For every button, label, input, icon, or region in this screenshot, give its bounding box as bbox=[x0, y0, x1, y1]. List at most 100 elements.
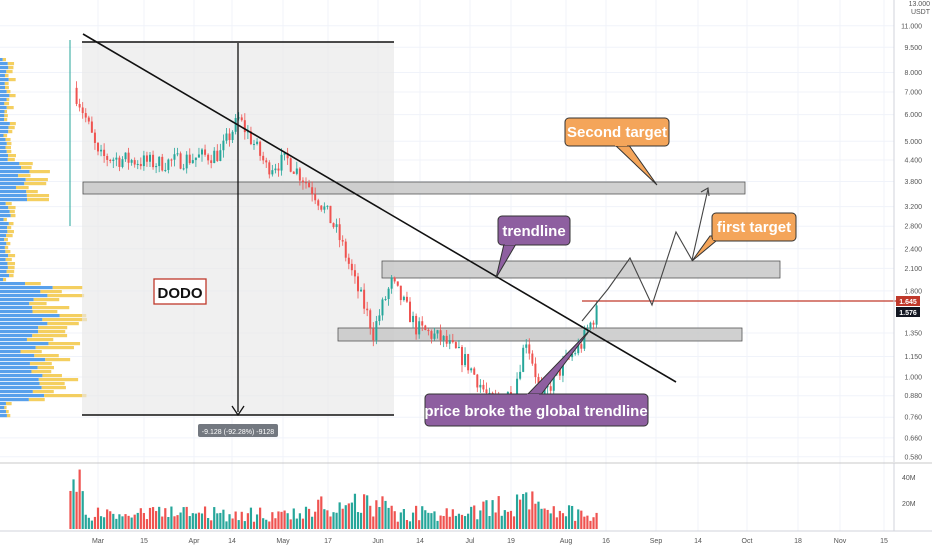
volume-profile-bar bbox=[0, 242, 7, 246]
target-price-badge-text: 1.645 bbox=[899, 299, 917, 306]
volume-profile-bar bbox=[8, 254, 16, 258]
candle-body bbox=[464, 354, 467, 366]
volume-bar bbox=[314, 511, 317, 529]
volume-profile-bar bbox=[0, 358, 46, 362]
candle-body bbox=[103, 149, 106, 157]
candle-body bbox=[583, 329, 586, 349]
volume-profile-bar bbox=[0, 382, 40, 386]
volume-profile bbox=[0, 58, 87, 418]
volume-bar bbox=[317, 499, 320, 529]
global-trendline[interactable] bbox=[82, 33, 677, 383]
volume-profile-bar bbox=[0, 82, 5, 86]
volume-profile-bar bbox=[0, 190, 27, 194]
volume-profile-bar bbox=[29, 362, 52, 366]
candle-body bbox=[436, 330, 439, 334]
volume-profile-bar bbox=[0, 154, 9, 158]
resistance-zone-top[interactable] bbox=[82, 181, 746, 195]
candle-body bbox=[482, 384, 485, 390]
volume-bar bbox=[84, 514, 87, 529]
volume-profile-bar bbox=[0, 310, 33, 314]
volume-profile-bar bbox=[42, 374, 62, 378]
candle-body bbox=[292, 171, 295, 174]
volume-profile-bar bbox=[6, 242, 11, 246]
volume-bar bbox=[494, 512, 497, 529]
volume-bar bbox=[191, 513, 194, 529]
volume-profile-bar bbox=[0, 262, 8, 266]
volume-profile-bar bbox=[0, 62, 8, 66]
volume-profile-bar bbox=[0, 302, 30, 306]
volume-profile-bar bbox=[0, 398, 29, 402]
time-tick-label: 15 bbox=[880, 538, 888, 545]
volume-bar bbox=[335, 512, 338, 529]
volume-bar bbox=[210, 520, 213, 529]
volume-profile-bar bbox=[6, 142, 12, 146]
volume-profile-bar bbox=[27, 198, 49, 202]
symbol-label-text: DODO bbox=[158, 285, 203, 302]
support-zone[interactable] bbox=[337, 327, 743, 342]
volume-profile-bar bbox=[0, 250, 6, 254]
volume-bar bbox=[537, 501, 540, 529]
candle-body bbox=[531, 353, 534, 364]
volume-bar bbox=[393, 511, 396, 529]
volume-profile-bar bbox=[28, 398, 45, 402]
candle-body bbox=[133, 160, 136, 165]
price-tick-labels: 11.000 9.500 8.000 7.000 6.000 5.000 4.400 3.80… bbox=[901, 23, 922, 461]
volume-bar bbox=[350, 502, 353, 529]
volume-profile-bar bbox=[29, 302, 47, 306]
trendline-callout[interactable]: trendline bbox=[495, 215, 571, 279]
volume-profile-bar bbox=[8, 126, 15, 130]
volume-profile-bar bbox=[20, 350, 42, 354]
volume-bar bbox=[188, 516, 191, 529]
volume-bar bbox=[396, 521, 399, 529]
volume-bar bbox=[81, 491, 84, 529]
candle-body bbox=[130, 160, 133, 163]
symbol-label[interactable]: DODO bbox=[153, 278, 207, 305]
volume-profile-bar bbox=[0, 410, 6, 414]
volume-bar bbox=[460, 514, 464, 529]
breakout-callout[interactable]: price broke the global trendline bbox=[424, 329, 649, 427]
volume-profile-bar bbox=[0, 182, 25, 186]
volume-profile-bar bbox=[8, 78, 16, 82]
volume-bar bbox=[564, 516, 568, 529]
price-tick-label: 0.660 bbox=[904, 435, 922, 442]
volume-profile-bar bbox=[5, 258, 12, 262]
volume-profile-bar bbox=[0, 110, 5, 114]
volume-profile-bar bbox=[3, 218, 7, 222]
volume-profile-bar bbox=[7, 262, 16, 266]
volume-bar bbox=[546, 509, 549, 529]
volume-profile-bar bbox=[0, 218, 4, 222]
volume-bar bbox=[246, 513, 249, 529]
first-target-text: first target bbox=[717, 219, 791, 236]
volume-bar bbox=[540, 508, 543, 529]
second-target-callout[interactable]: Second target bbox=[564, 117, 670, 186]
resistance-zone-mid[interactable] bbox=[381, 260, 781, 279]
volume-profile-bar bbox=[0, 290, 41, 294]
measure-label-bg bbox=[198, 424, 278, 437]
candle-body bbox=[118, 157, 121, 167]
candle-body bbox=[479, 384, 482, 388]
volume-profile-bar bbox=[0, 194, 27, 198]
volume-profile-bar bbox=[0, 386, 42, 390]
volume-bar bbox=[145, 519, 149, 529]
projection-path[interactable] bbox=[581, 188, 709, 322]
candle-body bbox=[179, 153, 182, 169]
volume-bar bbox=[525, 492, 528, 529]
volume-bar bbox=[415, 505, 418, 529]
volume-bar bbox=[552, 506, 555, 529]
price-tick-label: 5.000 bbox=[904, 139, 922, 146]
candle-body bbox=[320, 205, 323, 210]
volume-bar bbox=[139, 508, 142, 529]
candle-body bbox=[259, 141, 262, 156]
candle-body bbox=[378, 315, 381, 322]
volume-profile-bar bbox=[0, 330, 39, 334]
candle-body bbox=[552, 374, 555, 391]
volume-profile-bar bbox=[0, 366, 38, 370]
volume-profile-bar bbox=[8, 66, 14, 70]
volume-profile-bar bbox=[0, 286, 53, 290]
candle-body bbox=[237, 117, 240, 119]
first-target-callout[interactable]: first target bbox=[691, 212, 797, 262]
candle-body bbox=[577, 344, 580, 354]
candle-body bbox=[537, 377, 540, 383]
candle-body bbox=[155, 166, 158, 168]
